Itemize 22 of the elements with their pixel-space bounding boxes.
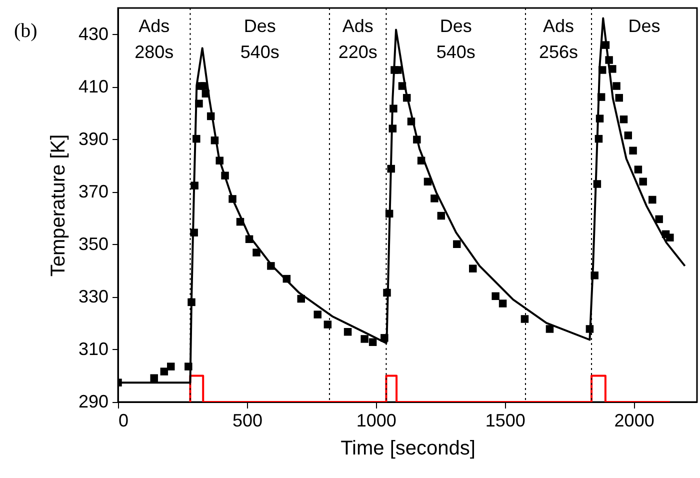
x-tick-label: 2000 — [614, 410, 654, 430]
annotation: Ads 280s — [134, 16, 174, 62]
y-tick-label: 370 — [78, 181, 108, 202]
annotation: Des 540s — [436, 16, 476, 62]
y-axis-title: Temperature [K] — [47, 134, 70, 277]
x-axis-title: Time [seconds] — [340, 438, 476, 460]
annotation: Ads 220s — [338, 16, 378, 62]
y-tick-label: 350 — [78, 234, 108, 254]
y-tick-label: 410 — [78, 76, 108, 96]
y-tick-label: 330 — [78, 286, 108, 306]
annotation: Ads 256s — [538, 16, 578, 62]
x-tick-label: 1000 — [356, 410, 396, 430]
annotation: Des 540s — [240, 16, 280, 62]
y-tick-label: 390 — [78, 128, 108, 149]
y-tick-label: 430 — [78, 24, 108, 44]
x-tick-label: 0 — [118, 410, 129, 430]
text: (b) — [14, 20, 38, 43]
y-tick-label: 310 — [78, 338, 108, 359]
annotation: Des — [628, 16, 660, 36]
y-tick-label: 290 — [78, 392, 108, 412]
x-tick-label: 500 — [232, 410, 262, 430]
x-tick-label: 1500 — [485, 410, 526, 430]
